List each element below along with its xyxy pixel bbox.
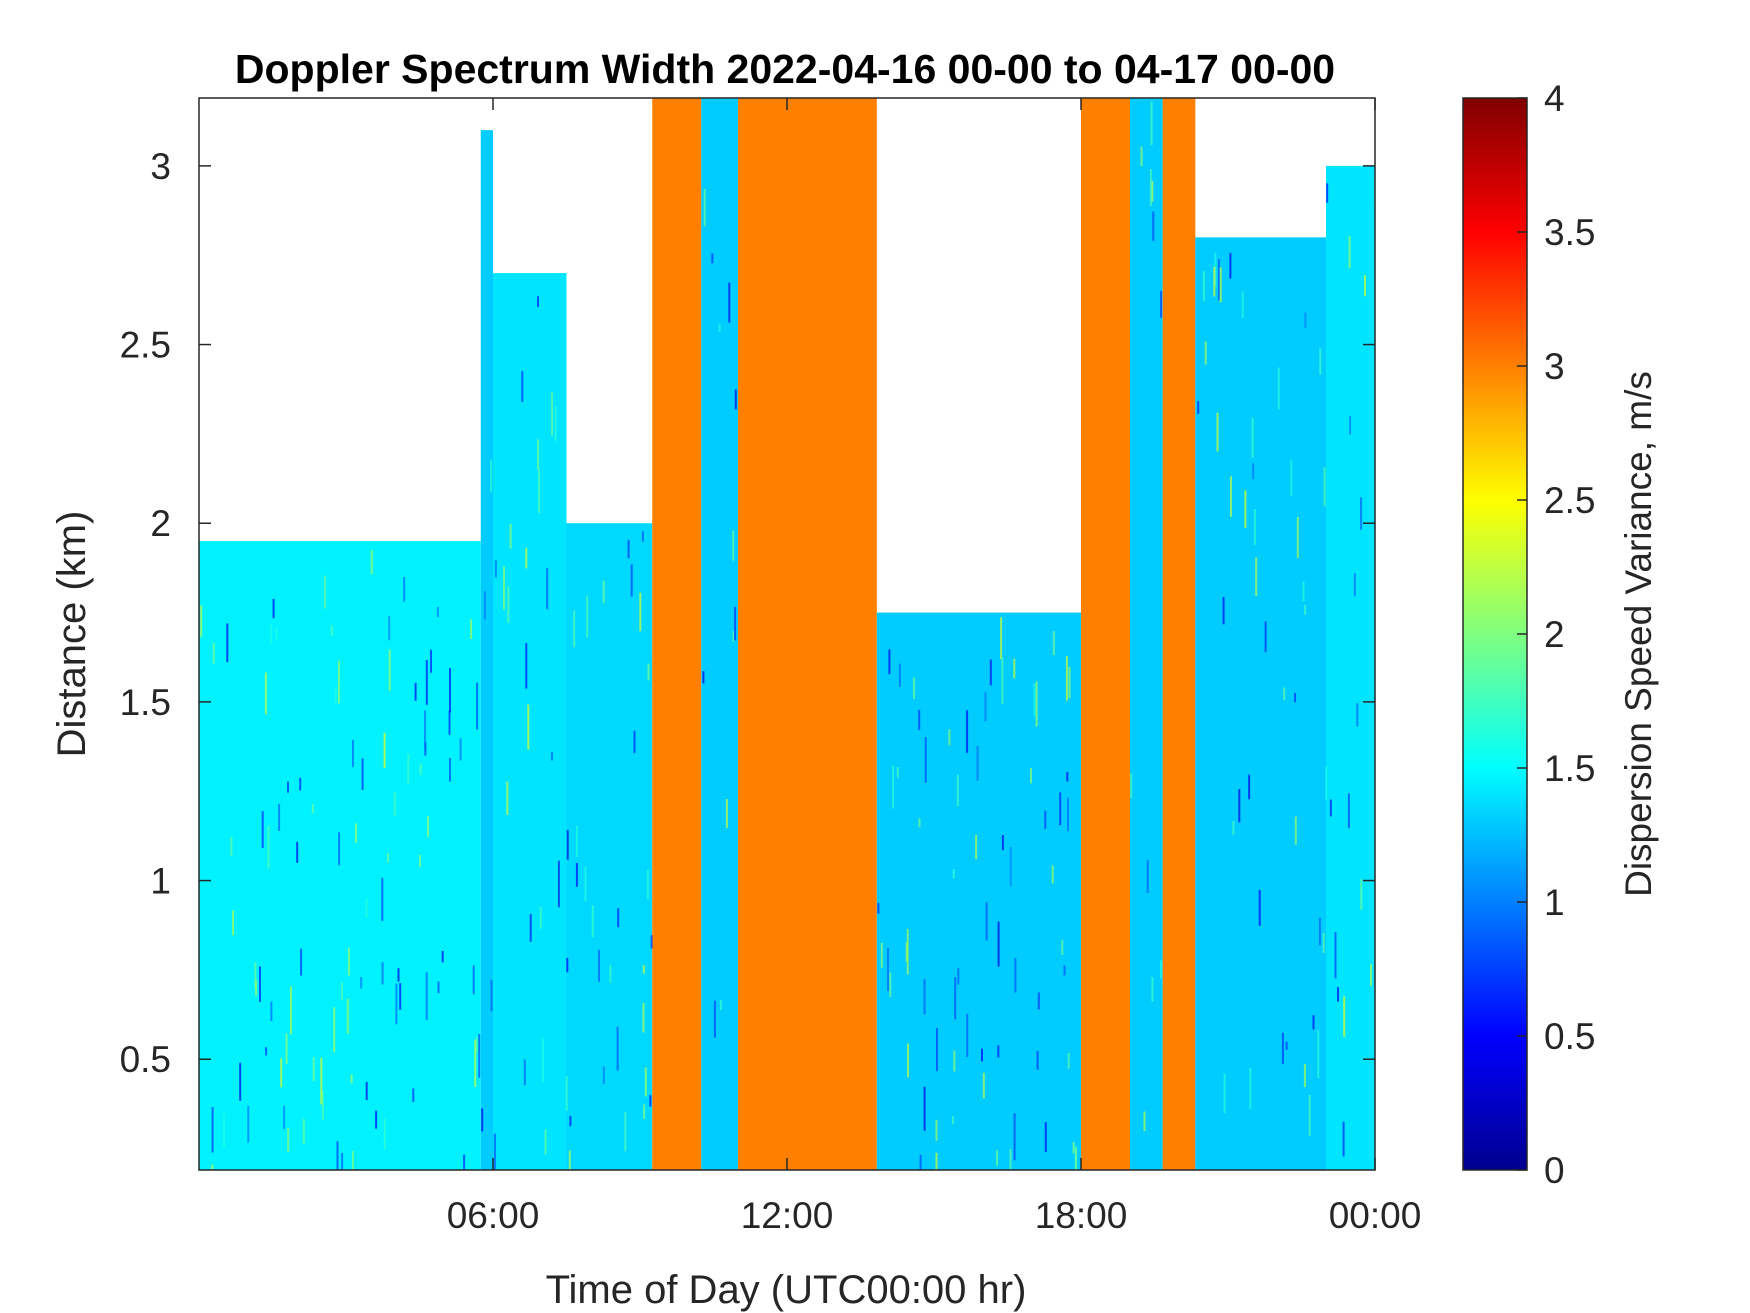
heatmap-region-3 [493, 273, 567, 1170]
y-axis: 0.5 1 1.5 2 2.5 3 [120, 146, 1375, 1080]
y-tick-label: 1 [150, 861, 171, 902]
x-tick-label: 00:00 [1329, 1195, 1422, 1236]
x-axis: 06:00 12:00 18:00 00:00 [447, 98, 1422, 1236]
heatmap-region-11 [1081, 98, 1130, 1170]
colorbar-tick-label: 2.5 [1544, 480, 1595, 521]
y-tick-label: 0.5 [120, 1039, 171, 1080]
colorbar-tick-label: 3 [1544, 346, 1565, 387]
heatmap-region-4 [566, 523, 653, 1170]
chart-title: Doppler Spectrum Width 2022-04-16 00-00 … [235, 46, 1335, 92]
heatmap-region-12 [1130, 98, 1163, 1170]
colorbar-tick-label: 0 [1544, 1150, 1565, 1191]
heatmap-region-13 [1162, 98, 1196, 1170]
heatmap-region-8 [762, 98, 861, 1170]
y-tick-label: 2.5 [120, 325, 171, 366]
colorbar-tick-label: 1.5 [1544, 748, 1595, 789]
heatmap-region-14 [1195, 237, 1326, 1170]
colorbar-tick-label: 2 [1544, 614, 1565, 655]
colorbar-label: Dispersion Speed Variance, m/s [1618, 371, 1659, 897]
colorbar-tick-label: 3.5 [1544, 212, 1595, 253]
y-tick-label: 2 [150, 503, 171, 544]
y-tick-label: 3 [150, 146, 171, 187]
heatmap-region-6 [701, 98, 738, 1170]
heatmap-region-15 [1326, 165, 1375, 1170]
x-tick-label: 06:00 [447, 1195, 540, 1236]
x-tick-label: 12:00 [741, 1195, 834, 1236]
y-axis-label: Distance (km) [50, 511, 94, 758]
x-tick-label: 18:00 [1035, 1195, 1128, 1236]
heatmap-area [199, 98, 1375, 1170]
colorbar-tick-label: 0.5 [1544, 1016, 1595, 1057]
colorbar-tick-label: 4 [1544, 78, 1565, 119]
heatmap-region-10 [876, 612, 1081, 1170]
colorbar [1462, 97, 1528, 1171]
colorbar-tick-label: 1 [1544, 882, 1565, 923]
colorbar-axis: 0 0.5 1 1.5 2 2.5 3 3.5 4 [1517, 78, 1595, 1191]
heatmap-region-5 [652, 98, 702, 1170]
y-tick-label: 1.5 [120, 682, 171, 723]
heatmap-region-7 [738, 98, 763, 1170]
heatmap-region-9 [860, 98, 877, 1170]
heatmap-region-2 [480, 130, 493, 1170]
x-axis-label: Time of Day (UTC00:00 hr) [546, 1268, 1027, 1312]
